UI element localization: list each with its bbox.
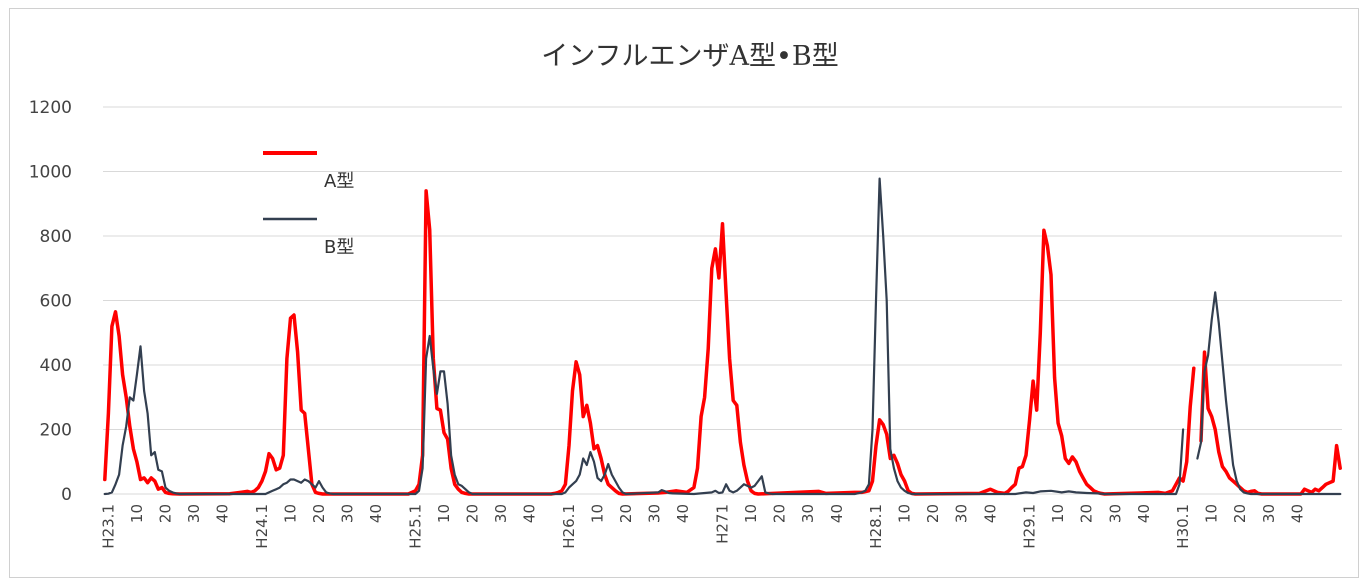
x-tick-label: 30 [185,504,203,523]
y-tick-label: 0 [61,485,72,505]
x-tick-label: 40 [981,504,999,523]
x-tick-label: 30 [339,504,357,523]
x-tick-label: 40 [521,504,539,523]
x-tick-label: H28.1 [867,504,885,549]
series-a-line-2 [1199,350,1342,496]
x-tick-label: H29.1 [1021,504,1039,549]
legend-label: B型 [324,237,354,258]
x-tick-label: 40 [1135,504,1153,523]
x-tick-label: 10 [435,504,453,523]
x-tick-label: 10 [281,504,299,523]
legend-label: A型 [324,171,354,192]
y-tick-label: 1000 [29,163,72,183]
chart-canvas: インフルエンザA型•B型 0 200 400 600 800 1000 1200 H23.1… [29,41,1342,549]
y-tick-label: 1200 [29,98,72,118]
x-tick-label: H24.1 [253,504,271,549]
x-tick-label: 10 [742,504,760,523]
x-tick-label: 20 [771,504,789,523]
x-tick-label: H23.1 [99,504,117,549]
legend: A型 B型 [263,151,354,258]
x-tick-label: H26.1 [560,504,578,549]
grid-lines [103,106,1342,495]
x-tick-label: 30 [1260,504,1278,523]
x-tick-label: 20 [617,504,635,523]
y-tick-label: 600 [40,292,72,312]
y-axis-tick-labels: 0 200 400 600 800 1000 1200 [29,98,72,505]
x-tick-label: 40 [214,504,232,523]
x-tick-label: 30 [799,504,817,523]
x-tick-label: 20 [310,504,328,523]
x-tick-label: 10 [1203,504,1221,523]
y-tick-label: 200 [40,421,72,441]
x-tick-label: 30 [953,504,971,523]
series-b-line-1 [103,177,1185,496]
y-tick-label: 400 [40,356,72,376]
series-b-line-3 [1196,291,1342,496]
x-tick-label: H271 [714,504,732,544]
x-tick-label: 30 [646,504,664,523]
x-tick-label: 20 [156,504,174,523]
x-tick-label: 20 [924,504,942,523]
x-tick-label: 40 [674,504,692,523]
x-tick-label: 40 [367,504,385,523]
x-tick-label: 20 [1078,504,1096,523]
chart-frame: インフルエンザA型•B型 0 200 400 600 800 1000 1200 H23.1… [9,8,1359,578]
x-tick-label: 10 [128,504,146,523]
series-a-line-0 [103,189,1196,496]
x-tick-label: H30.1 [1174,504,1192,549]
x-tick-label: 10 [896,504,914,523]
y-tick-label: 800 [40,227,72,247]
x-tick-label: 20 [1231,504,1249,523]
chart-title: インフルエンザA型•B型 [541,41,838,72]
x-tick-label: 10 [1049,504,1067,523]
x-tick-label: 10 [589,504,607,523]
x-tick-label: 20 [464,504,482,523]
x-tick-label: 40 [828,504,846,523]
x-tick-label: H25.1 [406,504,424,549]
x-tick-label: 30 [492,504,510,523]
series-lines [103,177,1342,496]
x-tick-label: 40 [1288,504,1306,523]
x-axis-tick-labels: H23.1 10 20 30 40 H24.1 10 20 30 40 H25.1 10 20 30 40 H… [99,504,1306,549]
x-tick-label: 30 [1106,504,1124,523]
